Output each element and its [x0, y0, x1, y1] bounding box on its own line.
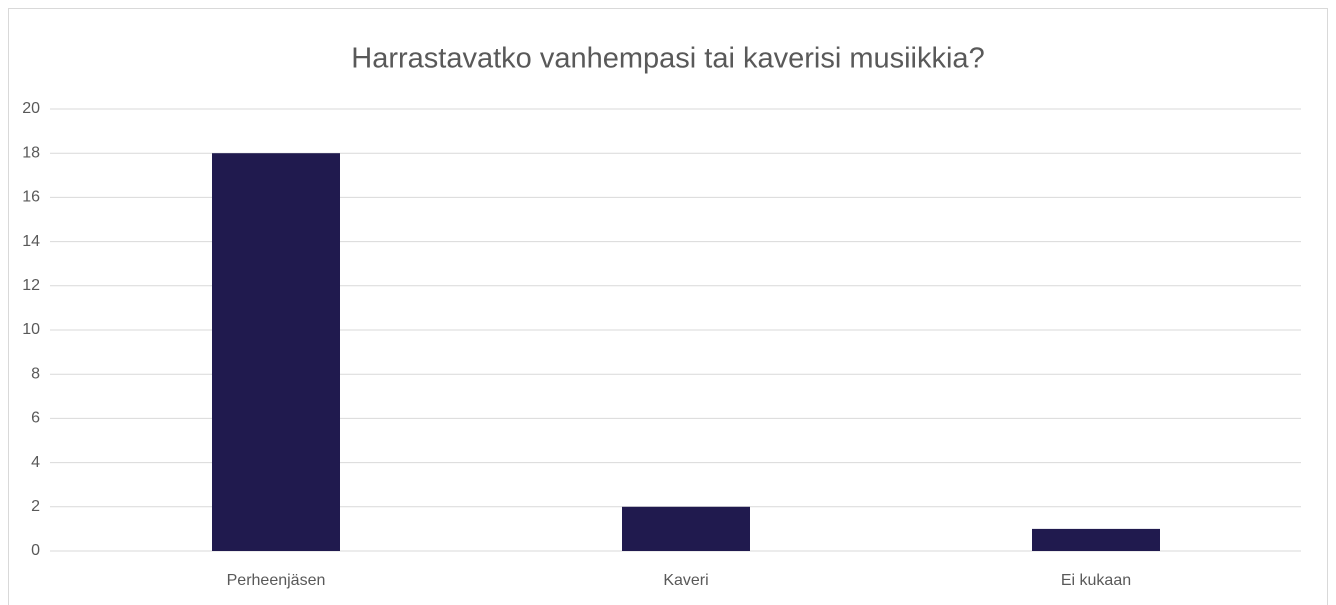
bar [212, 153, 340, 551]
y-tick-label: 0 [31, 542, 40, 559]
y-tick-label: 20 [22, 100, 40, 117]
y-tick-label: 6 [31, 410, 40, 427]
bar [622, 506, 750, 551]
bar [1032, 528, 1160, 551]
y-tick-label: 18 [22, 144, 40, 161]
x-tick-label: Perheenjäsen [227, 572, 326, 589]
y-tick-label: 14 [22, 233, 40, 250]
y-tick-label: 4 [31, 454, 40, 471]
x-tick-label: Ei kukaan [1061, 572, 1131, 589]
chart-title: Harrastavatko vanhempasi tai kaverisi mu… [351, 43, 984, 75]
y-tick-label: 8 [31, 365, 40, 382]
y-tick-label: 10 [22, 321, 40, 338]
y-tick-label: 12 [22, 277, 40, 294]
y-tick-label: 16 [22, 189, 40, 206]
y-tick-label: 2 [31, 498, 40, 515]
x-tick-label: Kaveri [663, 572, 708, 589]
